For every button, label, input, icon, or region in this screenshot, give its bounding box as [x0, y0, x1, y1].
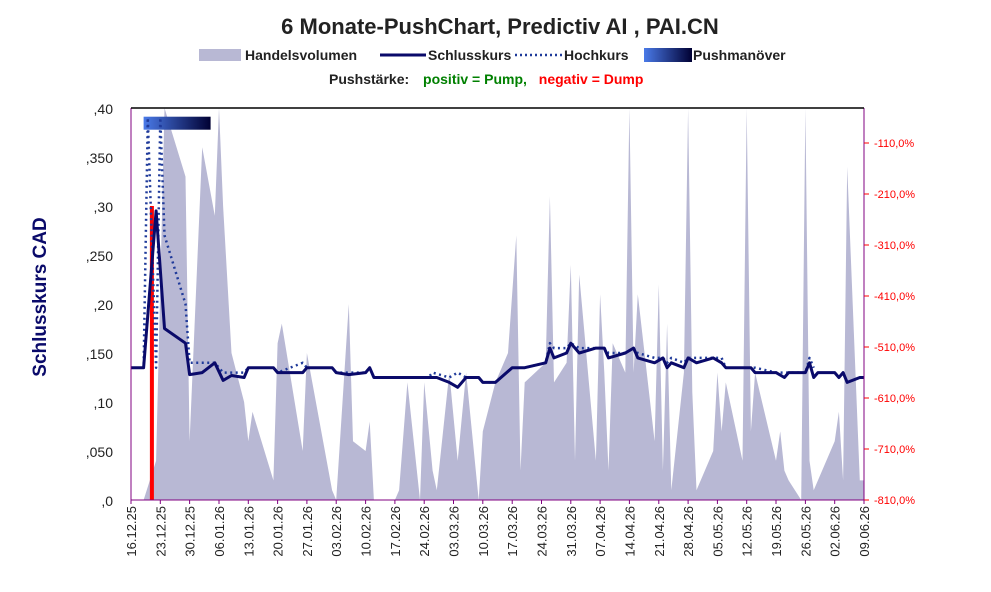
volume-layer	[131, 108, 864, 500]
legend-swatch-push	[644, 48, 692, 62]
high-price-line	[131, 116, 815, 384]
x-tick-label: 26.05.26	[798, 506, 813, 557]
y2-tick-label: -210,0%	[874, 189, 915, 201]
x-tick-label: 23.12.25	[153, 506, 168, 557]
chart-title: 6 Monate-PushChart, Predictiv AI , PAI.C…	[281, 14, 719, 39]
legend-label-push: Pushmanöver	[693, 47, 786, 63]
x-tick-label: 05.05.26	[710, 506, 725, 557]
y-tick-label: ,150	[86, 346, 113, 362]
x-tick-label: 06.01.26	[212, 506, 227, 557]
y-tick-label: ,40	[94, 101, 114, 117]
x-tick-label: 17.02.26	[388, 506, 403, 557]
x-tick-label: 09.06.26	[857, 506, 872, 557]
chart-subtitle: Pushstärke: positiv = Pump, negativ = Du…	[329, 71, 643, 87]
legend-swatch-volume	[199, 49, 241, 61]
subtitle-negative: negativ = Dump	[539, 71, 644, 87]
push-maneuver-bar	[143, 116, 211, 130]
y-tick-label: ,050	[86, 444, 113, 460]
plot-frame	[130, 107, 865, 501]
y-axis-title: Schlusskurs CAD	[30, 217, 51, 376]
y-tick-label: ,250	[86, 248, 113, 264]
x-tick-label: 02.06.26	[828, 506, 843, 557]
x-tick-label: 10.03.26	[476, 506, 491, 557]
x-tick-label: 31.03.26	[564, 506, 579, 557]
x-tick-label: 20.01.26	[271, 506, 286, 557]
x-tick-label: 16.12.25	[124, 506, 139, 557]
y2-tick-label: -510,0%	[874, 342, 915, 354]
legend-label-volume: Handelsvolumen	[245, 47, 357, 63]
x-tick-label: 28.04.26	[681, 506, 696, 557]
line-layer	[131, 116, 864, 389]
subtitle-prefix: Pushstärke:	[329, 71, 409, 87]
y2-tick-label: -610,0%	[874, 393, 915, 405]
x-axis: 16.12.25 23.12.25 30.12.25 06.01.26 13.01.26…	[124, 500, 872, 557]
y2-tick-label: -710,0%	[874, 444, 915, 456]
volume-area	[131, 108, 864, 500]
legend-label-close: Schlusskurs	[428, 47, 511, 63]
y-tick-label: ,20	[94, 297, 114, 313]
x-tick-label: 12.05.26	[740, 506, 755, 557]
subtitle-positive: positiv = Pump,	[423, 71, 527, 87]
x-tick-label: 19.05.26	[769, 506, 784, 557]
y-tick-label: ,30	[94, 199, 114, 215]
y2-tick-label: -110,0%	[874, 138, 914, 150]
legend: Handelsvolumen Schlusskurs Hochkurs Push…	[199, 47, 786, 63]
x-tick-label: 30.12.25	[183, 506, 198, 557]
x-tick-label: 24.02.26	[417, 506, 432, 557]
x-tick-label: 03.02.26	[329, 506, 344, 557]
y2-tick-label: -310,0%	[874, 240, 915, 252]
x-tick-label: 21.04.26	[652, 506, 667, 557]
legend-label-high: Hochkurs	[564, 47, 629, 63]
y2-tick-label: -410,0%	[874, 291, 915, 303]
x-tick-label: 24.03.26	[535, 506, 550, 557]
y-axis-left: ,0 ,050 ,10 ,150 ,20 ,250 ,30 ,350 ,40	[86, 101, 113, 509]
y-tick-label: ,350	[86, 150, 113, 166]
y-tick-label: ,10	[94, 395, 114, 411]
x-tick-label: 10.02.26	[359, 506, 374, 557]
y-tick-label: ,0	[101, 493, 113, 509]
close-price-line	[131, 209, 864, 389]
x-tick-label: 14.04.26	[622, 506, 637, 557]
x-tick-label: 03.03.26	[447, 506, 462, 557]
x-tick-label: 07.04.26	[593, 506, 608, 557]
y2-tick-label: -810,0%	[874, 495, 915, 507]
x-tick-label: 13.01.26	[241, 506, 256, 557]
x-tick-label: 17.03.26	[505, 506, 520, 557]
x-tick-label: 27.01.26	[300, 506, 315, 557]
y-axis-right: -110,0% -210,0% -310,0% -410,0% -510,0% -610,…	[864, 138, 915, 507]
